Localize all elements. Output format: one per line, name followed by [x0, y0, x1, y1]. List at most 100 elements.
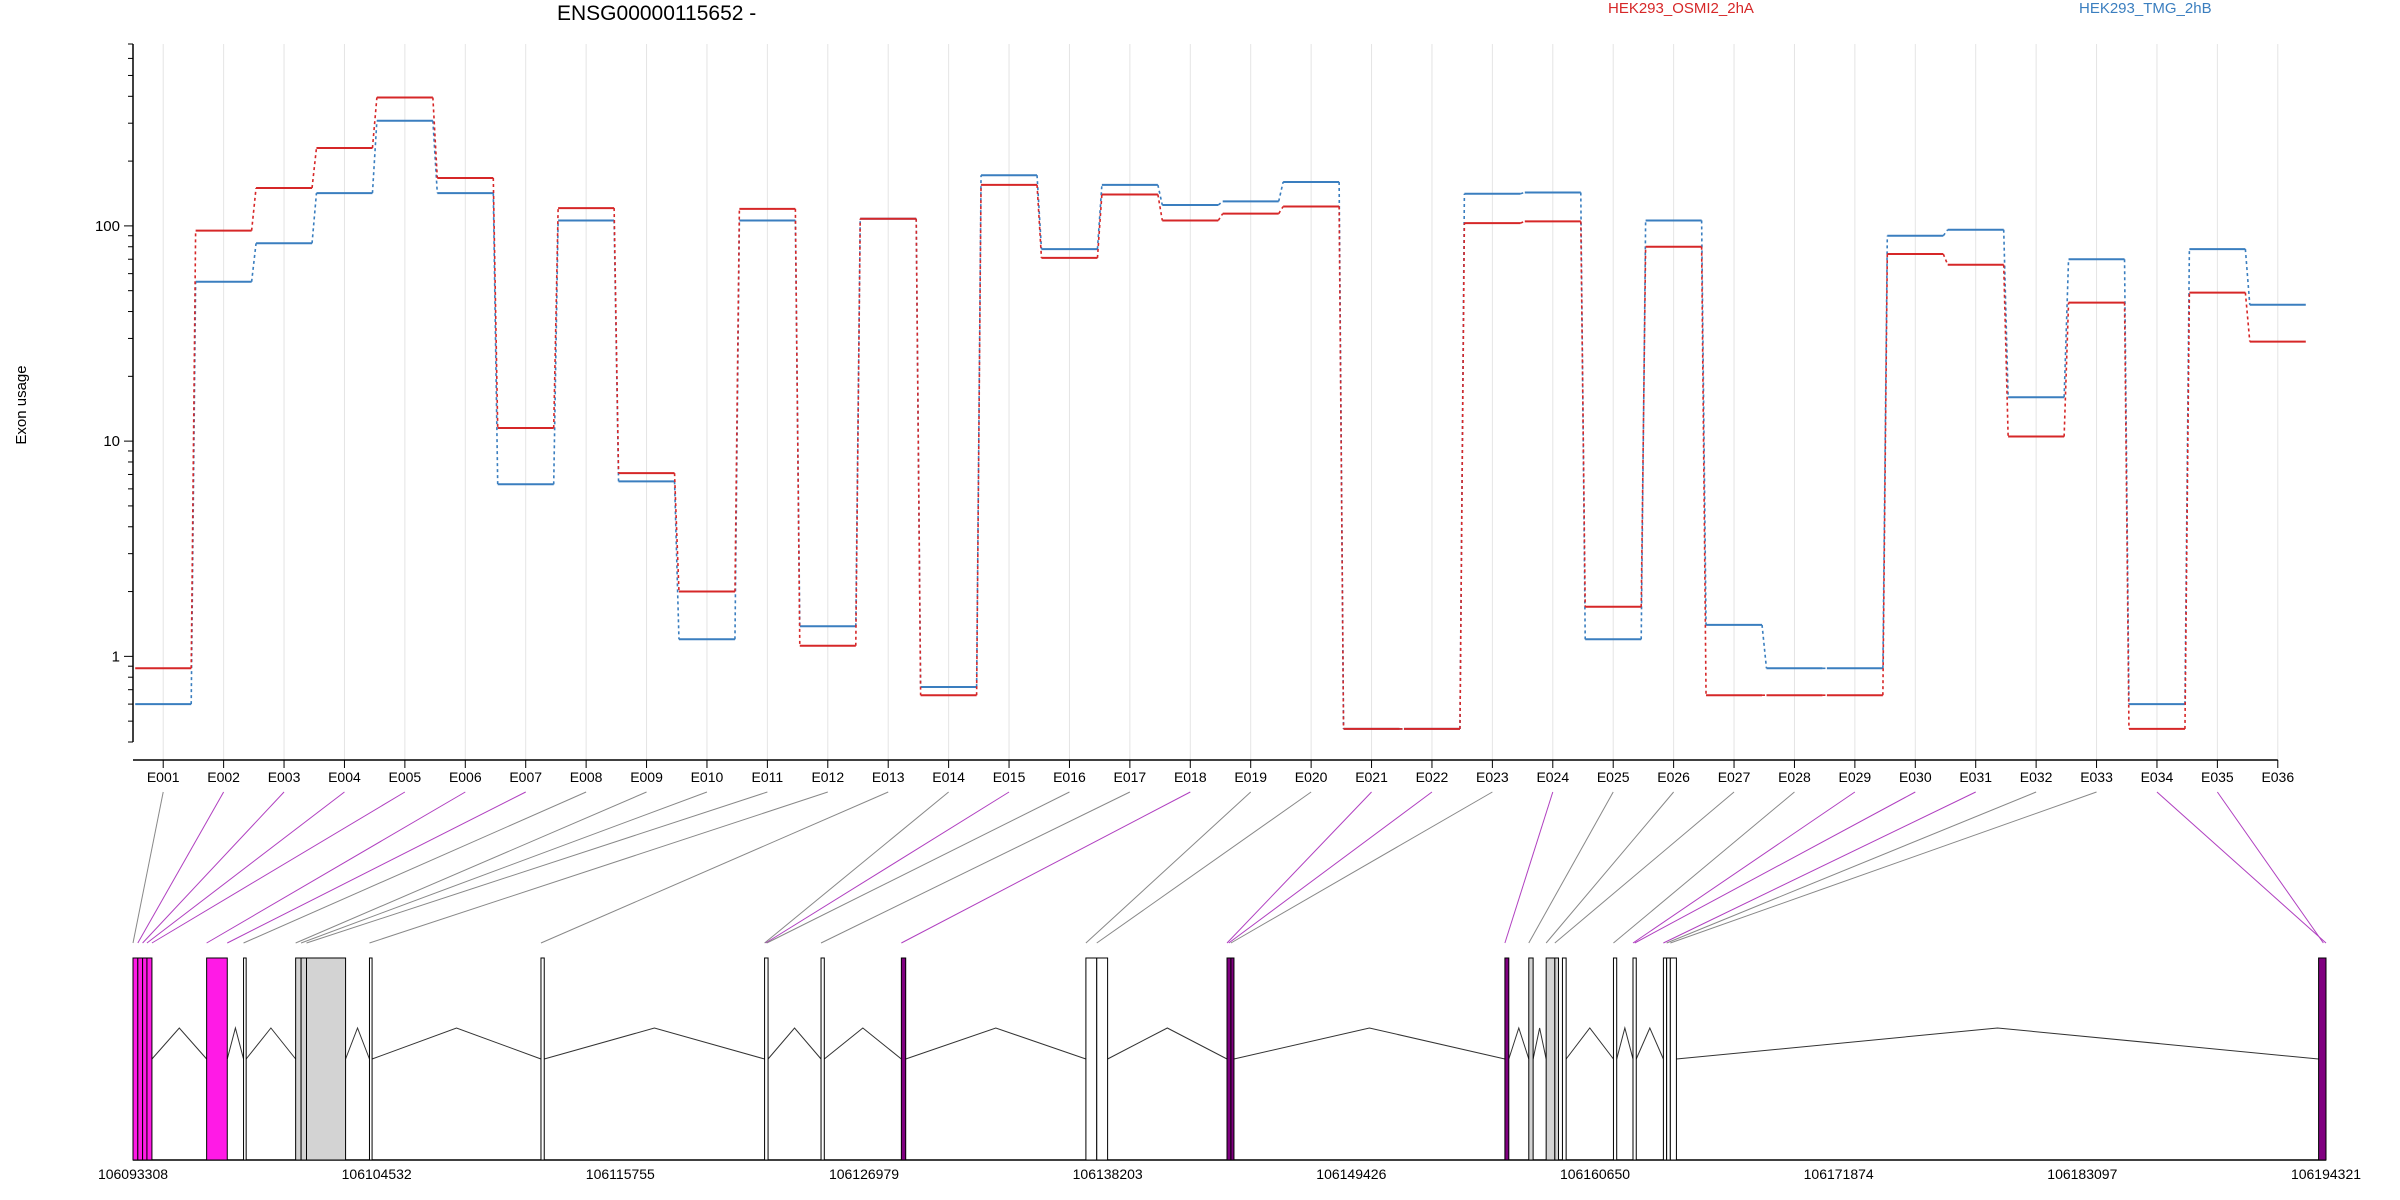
x-tick-label: E023	[1476, 769, 1509, 785]
genome-coordinate-label: 106194321	[2291, 1166, 2361, 1182]
y-tick-label: 100	[95, 218, 120, 235]
intron	[767, 1027, 822, 1060]
exon-link	[1230, 791, 1493, 944]
exon-link	[1554, 791, 1735, 944]
x-tick-label: E025	[1597, 769, 1630, 785]
legend-series-2: HEK293_TMG_2hB	[2079, 0, 2212, 17]
exon-link-lines	[132, 791, 2327, 944]
y-tick-label: 10	[103, 433, 120, 450]
exon-block	[1226, 957, 1232, 1161]
intron	[1616, 1026, 1634, 1060]
exon-block	[132, 957, 139, 1161]
exon-link	[2156, 791, 2327, 944]
x-tick-label: E016	[1053, 769, 1086, 785]
exon-block	[1085, 957, 1098, 1161]
genome-coordinate-label: 106160650	[1560, 1166, 1630, 1182]
x-tick-label: E019	[1234, 769, 1267, 785]
x-tick-label: E035	[2201, 769, 2234, 785]
exon-block	[1561, 957, 1567, 1161]
intron	[1107, 1027, 1228, 1060]
series-2	[135, 119, 2306, 730]
x-tick-label: E001	[147, 769, 180, 785]
exon-block	[1632, 957, 1637, 1161]
x-tick-label: E006	[449, 769, 482, 785]
intron	[226, 1026, 245, 1060]
exon-link	[151, 791, 406, 944]
exon-block	[820, 957, 825, 1161]
chart-title: ENSG00000115652 -	[557, 2, 757, 25]
x-tick-label: E026	[1657, 769, 1690, 785]
exon-block	[146, 957, 153, 1161]
exon-link	[295, 791, 647, 944]
x-tick-label: E003	[268, 769, 301, 785]
exon-block	[206, 957, 228, 1161]
exon-link	[1666, 791, 2037, 944]
exon-link	[820, 791, 1131, 944]
exon-link	[206, 791, 466, 944]
exon-block	[1545, 957, 1556, 1161]
x-tick-label: E011	[752, 769, 784, 785]
exon-link	[1528, 791, 1614, 944]
exon-link	[765, 791, 1010, 944]
exon-link	[2216, 791, 2324, 944]
exon-link	[146, 791, 345, 944]
x-tick-label: E021	[1355, 769, 1388, 785]
exon-block	[1096, 957, 1109, 1161]
exon-block	[306, 957, 347, 1161]
x-tick-label: E029	[1839, 769, 1872, 785]
exon-link	[1670, 791, 2097, 944]
exon-block	[137, 957, 144, 1161]
exon-block	[764, 957, 769, 1161]
genome-coordinate-label: 106093308	[98, 1166, 168, 1182]
exon-block	[243, 957, 247, 1161]
x-tick-label: E028	[1778, 769, 1811, 785]
x-tick-label: E007	[509, 769, 542, 785]
exon-link	[1634, 791, 1916, 944]
exon-link	[243, 791, 587, 944]
exon-link	[300, 791, 708, 944]
exon-link	[1085, 791, 1252, 944]
legend-series-1: HEK293_OSMI2_2hA	[1608, 0, 1754, 17]
x-tick-label: E004	[328, 769, 361, 785]
intron	[245, 1027, 297, 1060]
exon-link	[306, 791, 768, 944]
series-1	[135, 96, 2306, 730]
exon-block	[142, 957, 148, 1161]
genome-coordinate-label: 106126979	[829, 1166, 899, 1182]
exon-block	[368, 957, 373, 1161]
exon-block	[900, 957, 907, 1161]
intron	[1508, 1026, 1530, 1060]
exon-link	[132, 791, 164, 944]
exon-link	[1663, 791, 1976, 944]
x-tick-label: E012	[811, 769, 844, 785]
y-axis-label: Exon usage	[13, 365, 30, 444]
exon-block	[1554, 957, 1560, 1161]
x-tick-label: E014	[932, 769, 965, 785]
x-tick-label: E018	[1174, 769, 1207, 785]
intron	[371, 1027, 542, 1060]
exon-link	[142, 791, 285, 944]
genome-coordinate-label: 106171874	[1804, 1166, 1874, 1182]
genome-coordinate-label: 106104532	[342, 1166, 412, 1182]
exon-block	[540, 957, 545, 1161]
x-tick-label: E030	[1899, 769, 1932, 785]
x-tick-label: E022	[1416, 769, 1449, 785]
series-connector	[190, 120, 2251, 730]
exon-block	[1666, 957, 1671, 1161]
x-tick-label: E009	[630, 769, 663, 785]
exon-block	[1612, 957, 1618, 1161]
x-tick-label: E031	[1959, 769, 1992, 785]
x-tick-label: E017	[1114, 769, 1147, 785]
introns	[151, 1026, 2319, 1060]
exon-link	[1545, 791, 1675, 944]
exon-block	[1669, 957, 1677, 1161]
exon-block	[295, 957, 302, 1161]
exon-link	[1504, 791, 1554, 944]
x-tick-label: E013	[872, 769, 905, 785]
x-tick-label: E034	[2141, 769, 2174, 785]
exon-link	[369, 791, 828, 944]
y-tick-label: 1	[112, 648, 120, 665]
intron	[823, 1027, 902, 1060]
genome-coordinate-label: 106149426	[1316, 1166, 1386, 1182]
